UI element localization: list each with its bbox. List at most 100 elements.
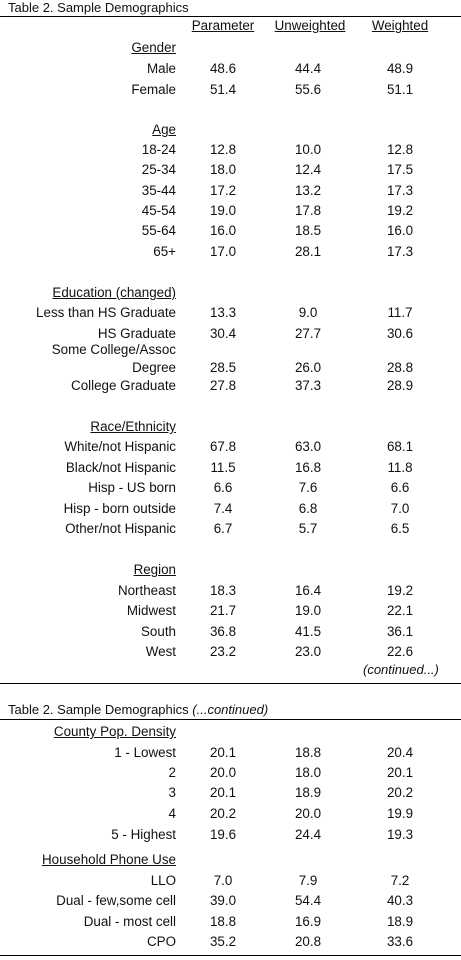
row-label: Male	[146, 61, 176, 76]
cell-weighted: 19.2	[386, 203, 414, 218]
table-row: 4 20.2 20.0 19.9	[0, 806, 461, 826]
cell-weighted: 16.0	[386, 223, 414, 238]
cell-unweighted: 54.4	[294, 893, 322, 908]
row-label: 4	[168, 806, 176, 821]
section-title-phone-use: Household Phone Use	[42, 852, 176, 867]
row-label: 35-44	[141, 183, 176, 198]
table-row: Some College/Assoc Degree 28.5 26.0 28.8	[0, 342, 461, 378]
cell-parameter: 39.0	[209, 893, 237, 908]
table-row: CPO 35.2 20.8 33.6	[0, 934, 461, 954]
section-title-county-density: County Pop. Density	[53, 724, 176, 739]
cell-unweighted: 7.9	[298, 873, 318, 888]
cell-parameter: 20.0	[209, 765, 237, 780]
column-header-weighted: Weighted	[371, 18, 429, 33]
cell-weighted: 20.2	[386, 785, 414, 800]
cell-unweighted: 55.6	[294, 82, 322, 97]
table-row: Less than HS Graduate 13.3 9.0 11.7	[0, 305, 461, 325]
row-label: Hisp - born outside	[63, 501, 176, 516]
cell-parameter: 20.1	[209, 745, 237, 760]
cell-parameter: 51.4	[209, 82, 237, 97]
cell-weighted: 7.2	[390, 873, 410, 888]
cell-weighted: 51.1	[386, 82, 414, 97]
cell-parameter: 17.2	[209, 183, 237, 198]
cell-parameter: 30.4	[209, 326, 237, 341]
row-label: Dual - few,some cell	[56, 893, 176, 908]
cell-parameter: 6.6	[213, 480, 233, 495]
table-row: 5 - Highest 19.6 24.4 19.3	[0, 827, 461, 847]
row-label: 55-64	[141, 223, 176, 238]
cell-parameter: 28.5	[209, 360, 237, 375]
cell-weighted: 28.8	[386, 360, 414, 375]
cell-parameter: 6.7	[213, 521, 233, 536]
cell-parameter: 20.2	[209, 806, 237, 821]
cell-parameter: 7.0	[213, 873, 233, 888]
cell-parameter: 18.0	[209, 162, 237, 177]
cell-parameter: 7.4	[213, 501, 233, 516]
cell-parameter: 11.5	[210, 460, 236, 475]
cell-weighted: 19.9	[386, 806, 414, 821]
table-row: Other/not Hispanic 6.7 5.7 6.5	[0, 521, 461, 541]
cell-unweighted: 16.4	[294, 583, 322, 598]
cell-weighted: 40.3	[386, 893, 414, 908]
row-label: 2	[168, 765, 176, 780]
table-row: 35-44 17.2 13.2 17.3	[0, 183, 461, 203]
row-label: 18-24	[141, 142, 176, 157]
cell-parameter: 21.7	[209, 603, 237, 618]
table-row: South 36.8 41.5 36.1	[0, 624, 461, 644]
row-label: 1 - Lowest	[114, 745, 176, 760]
cell-parameter: 35.2	[209, 934, 237, 949]
section-title-education: Education (changed)	[52, 285, 176, 300]
cell-weighted: 6.6	[390, 480, 410, 495]
cell-unweighted: 37.3	[294, 378, 322, 393]
section-title-region: Region	[133, 562, 176, 577]
row-label: 3	[168, 785, 176, 800]
cell-unweighted: 20.8	[294, 934, 322, 949]
column-header-parameter: Parameter	[191, 18, 255, 33]
row-label-line1: Some College/Assoc	[51, 342, 176, 357]
table-row: Hisp - US born 6.6 7.6 6.6	[0, 480, 461, 500]
table-row: College Graduate 27.8 37.3 28.9	[0, 378, 461, 398]
cell-unweighted: 27.7	[294, 326, 322, 341]
cell-unweighted: 6.8	[298, 501, 318, 516]
cell-parameter: 17.0	[209, 244, 237, 259]
cell-unweighted: 28.1	[294, 244, 322, 259]
table-row: HS Graduate 30.4 27.7 30.6	[0, 326, 461, 346]
cell-weighted: 6.5	[390, 521, 410, 536]
cell-unweighted: 18.8	[294, 745, 322, 760]
table-row: Male 48.6 44.4 48.9	[0, 61, 461, 81]
table-row: LLO 7.0 7.9 7.2	[0, 873, 461, 893]
row-label: Female	[131, 82, 176, 97]
table-row: Black/not Hispanic 11.5 16.8 11.8	[0, 460, 461, 480]
table-row: 45-54 19.0 17.8 19.2	[0, 203, 461, 223]
cell-weighted: 19.2	[386, 583, 414, 598]
caption-continued-suffix: (...continued)	[192, 702, 269, 717]
table-row: 1 - Lowest 20.1 18.8 20.4	[0, 745, 461, 765]
cell-unweighted: 20.0	[294, 806, 322, 821]
cell-weighted: 22.6	[386, 644, 414, 659]
table-row: 65+ 17.0 28.1 17.3	[0, 244, 461, 264]
cell-weighted: 7.0	[390, 501, 410, 516]
row-label: HS Graduate	[97, 326, 176, 341]
table-row: 55-64 16.0 18.5 16.0	[0, 223, 461, 243]
row-label: Hisp - US born	[88, 480, 176, 495]
cell-weighted: 17.3	[386, 244, 414, 259]
cell-unweighted: 16.8	[294, 460, 322, 475]
table-row: Female 51.4 55.6 51.1	[0, 82, 461, 102]
cell-weighted: 17.3	[386, 183, 414, 198]
cell-weighted: 22.1	[386, 603, 414, 618]
row-label: CPO	[146, 934, 176, 949]
section-title-race: Race/Ethnicity	[90, 419, 176, 434]
cell-parameter: 19.6	[209, 827, 237, 842]
table-caption: Table 2. Sample Demographics	[8, 0, 189, 15]
row-label: Midwest	[126, 603, 176, 618]
cell-unweighted: 23.0	[294, 644, 322, 659]
cell-unweighted: 7.6	[298, 480, 318, 495]
cell-parameter: 19.0	[209, 203, 237, 218]
cell-weighted: 48.9	[386, 61, 414, 76]
table-top-rule	[0, 16, 461, 17]
row-label: Dual - most cell	[83, 914, 176, 929]
cell-unweighted: 24.4	[294, 827, 322, 842]
cell-unweighted: 44.4	[294, 61, 322, 76]
cell-unweighted: 18.9	[294, 785, 322, 800]
table-row: Hisp - born outside 7.4 6.8 7.0	[0, 501, 461, 521]
